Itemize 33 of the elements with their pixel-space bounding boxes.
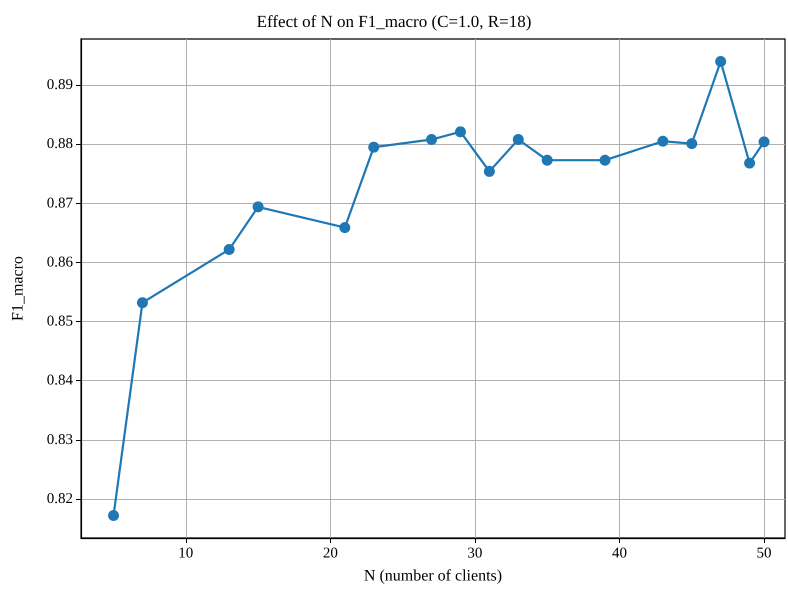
x-tick-label: 20 bbox=[322, 546, 338, 562]
y-tick-label: 0.87 bbox=[46, 195, 74, 212]
x-tick-label: 40 bbox=[612, 546, 627, 562]
x-tick-label: 50 bbox=[756, 546, 772, 562]
point bbox=[426, 134, 438, 146]
point bbox=[252, 201, 264, 212]
y-tick-label: 0.85 bbox=[46, 314, 73, 330]
y-tick-label: 0.82 bbox=[46, 490, 73, 507]
point bbox=[686, 138, 698, 150]
point bbox=[600, 154, 611, 166]
x-tick-label: 10 bbox=[178, 546, 194, 562]
point bbox=[744, 158, 756, 169]
y-tick-label: 0.89 bbox=[46, 77, 73, 94]
chart-title: Effect of N on F1_macro (C=1.0, R=18) bbox=[256, 12, 532, 31]
point bbox=[512, 134, 524, 146]
point bbox=[454, 126, 466, 138]
point bbox=[542, 154, 553, 166]
point bbox=[136, 297, 148, 308]
point bbox=[758, 136, 770, 148]
point bbox=[657, 136, 668, 147]
point bbox=[368, 142, 380, 153]
point bbox=[108, 510, 120, 522]
y-tick-label: 0.83 bbox=[46, 432, 73, 448]
y-tick-label: 0.86 bbox=[46, 254, 74, 270]
y-tick-label: 0.84 bbox=[46, 372, 74, 389]
point bbox=[339, 222, 350, 234]
point bbox=[715, 56, 726, 67]
y-axis-title: F1_macro bbox=[10, 256, 26, 321]
y-tick-label: 0.88 bbox=[46, 136, 73, 152]
point bbox=[224, 244, 235, 255]
x-axis-title: N (number of clients) bbox=[364, 568, 502, 584]
x-tick-label: 30 bbox=[467, 546, 482, 562]
point bbox=[484, 166, 495, 177]
